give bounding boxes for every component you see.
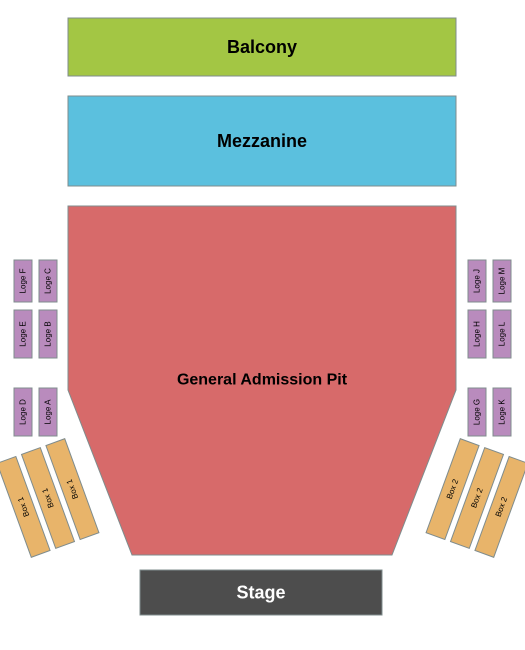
balcony-label: Balcony <box>227 37 297 57</box>
boxes-right: Box 2Box 2Box 2 <box>426 439 525 558</box>
loges-right-lower-1-label: Loge K <box>498 399 507 425</box>
loges-left-lower-1-label: Loge A <box>44 399 53 425</box>
loges-right-upper-2-label: Loge H <box>473 321 482 347</box>
loges-left-lower-0-label: Loge D <box>19 399 28 425</box>
boxes-left: Box 1Box 1Box 1 <box>0 439 99 558</box>
loges-right-upper-0-label: Loge J <box>473 269 482 293</box>
stage-label: Stage <box>236 583 285 603</box>
loges-right-lower-0-label: Loge G <box>473 399 482 425</box>
pit-label: General Admission Pit <box>177 372 348 389</box>
loges-left-upper-2-label: Loge E <box>19 321 28 346</box>
loges-left-upper-1-label: Loge C <box>44 268 53 294</box>
loges-right-upper-3-label: Loge L <box>498 321 507 346</box>
mezzanine-label: Mezzanine <box>217 131 307 151</box>
seating-chart: Balcony Mezzanine Stage General Admission P… <box>0 0 525 650</box>
loges-left-upper-0-label: Loge F <box>19 268 28 293</box>
loges-left-upper-3-label: Loge B <box>44 321 53 346</box>
loges-right-upper-1-label: Loge M <box>498 267 507 294</box>
